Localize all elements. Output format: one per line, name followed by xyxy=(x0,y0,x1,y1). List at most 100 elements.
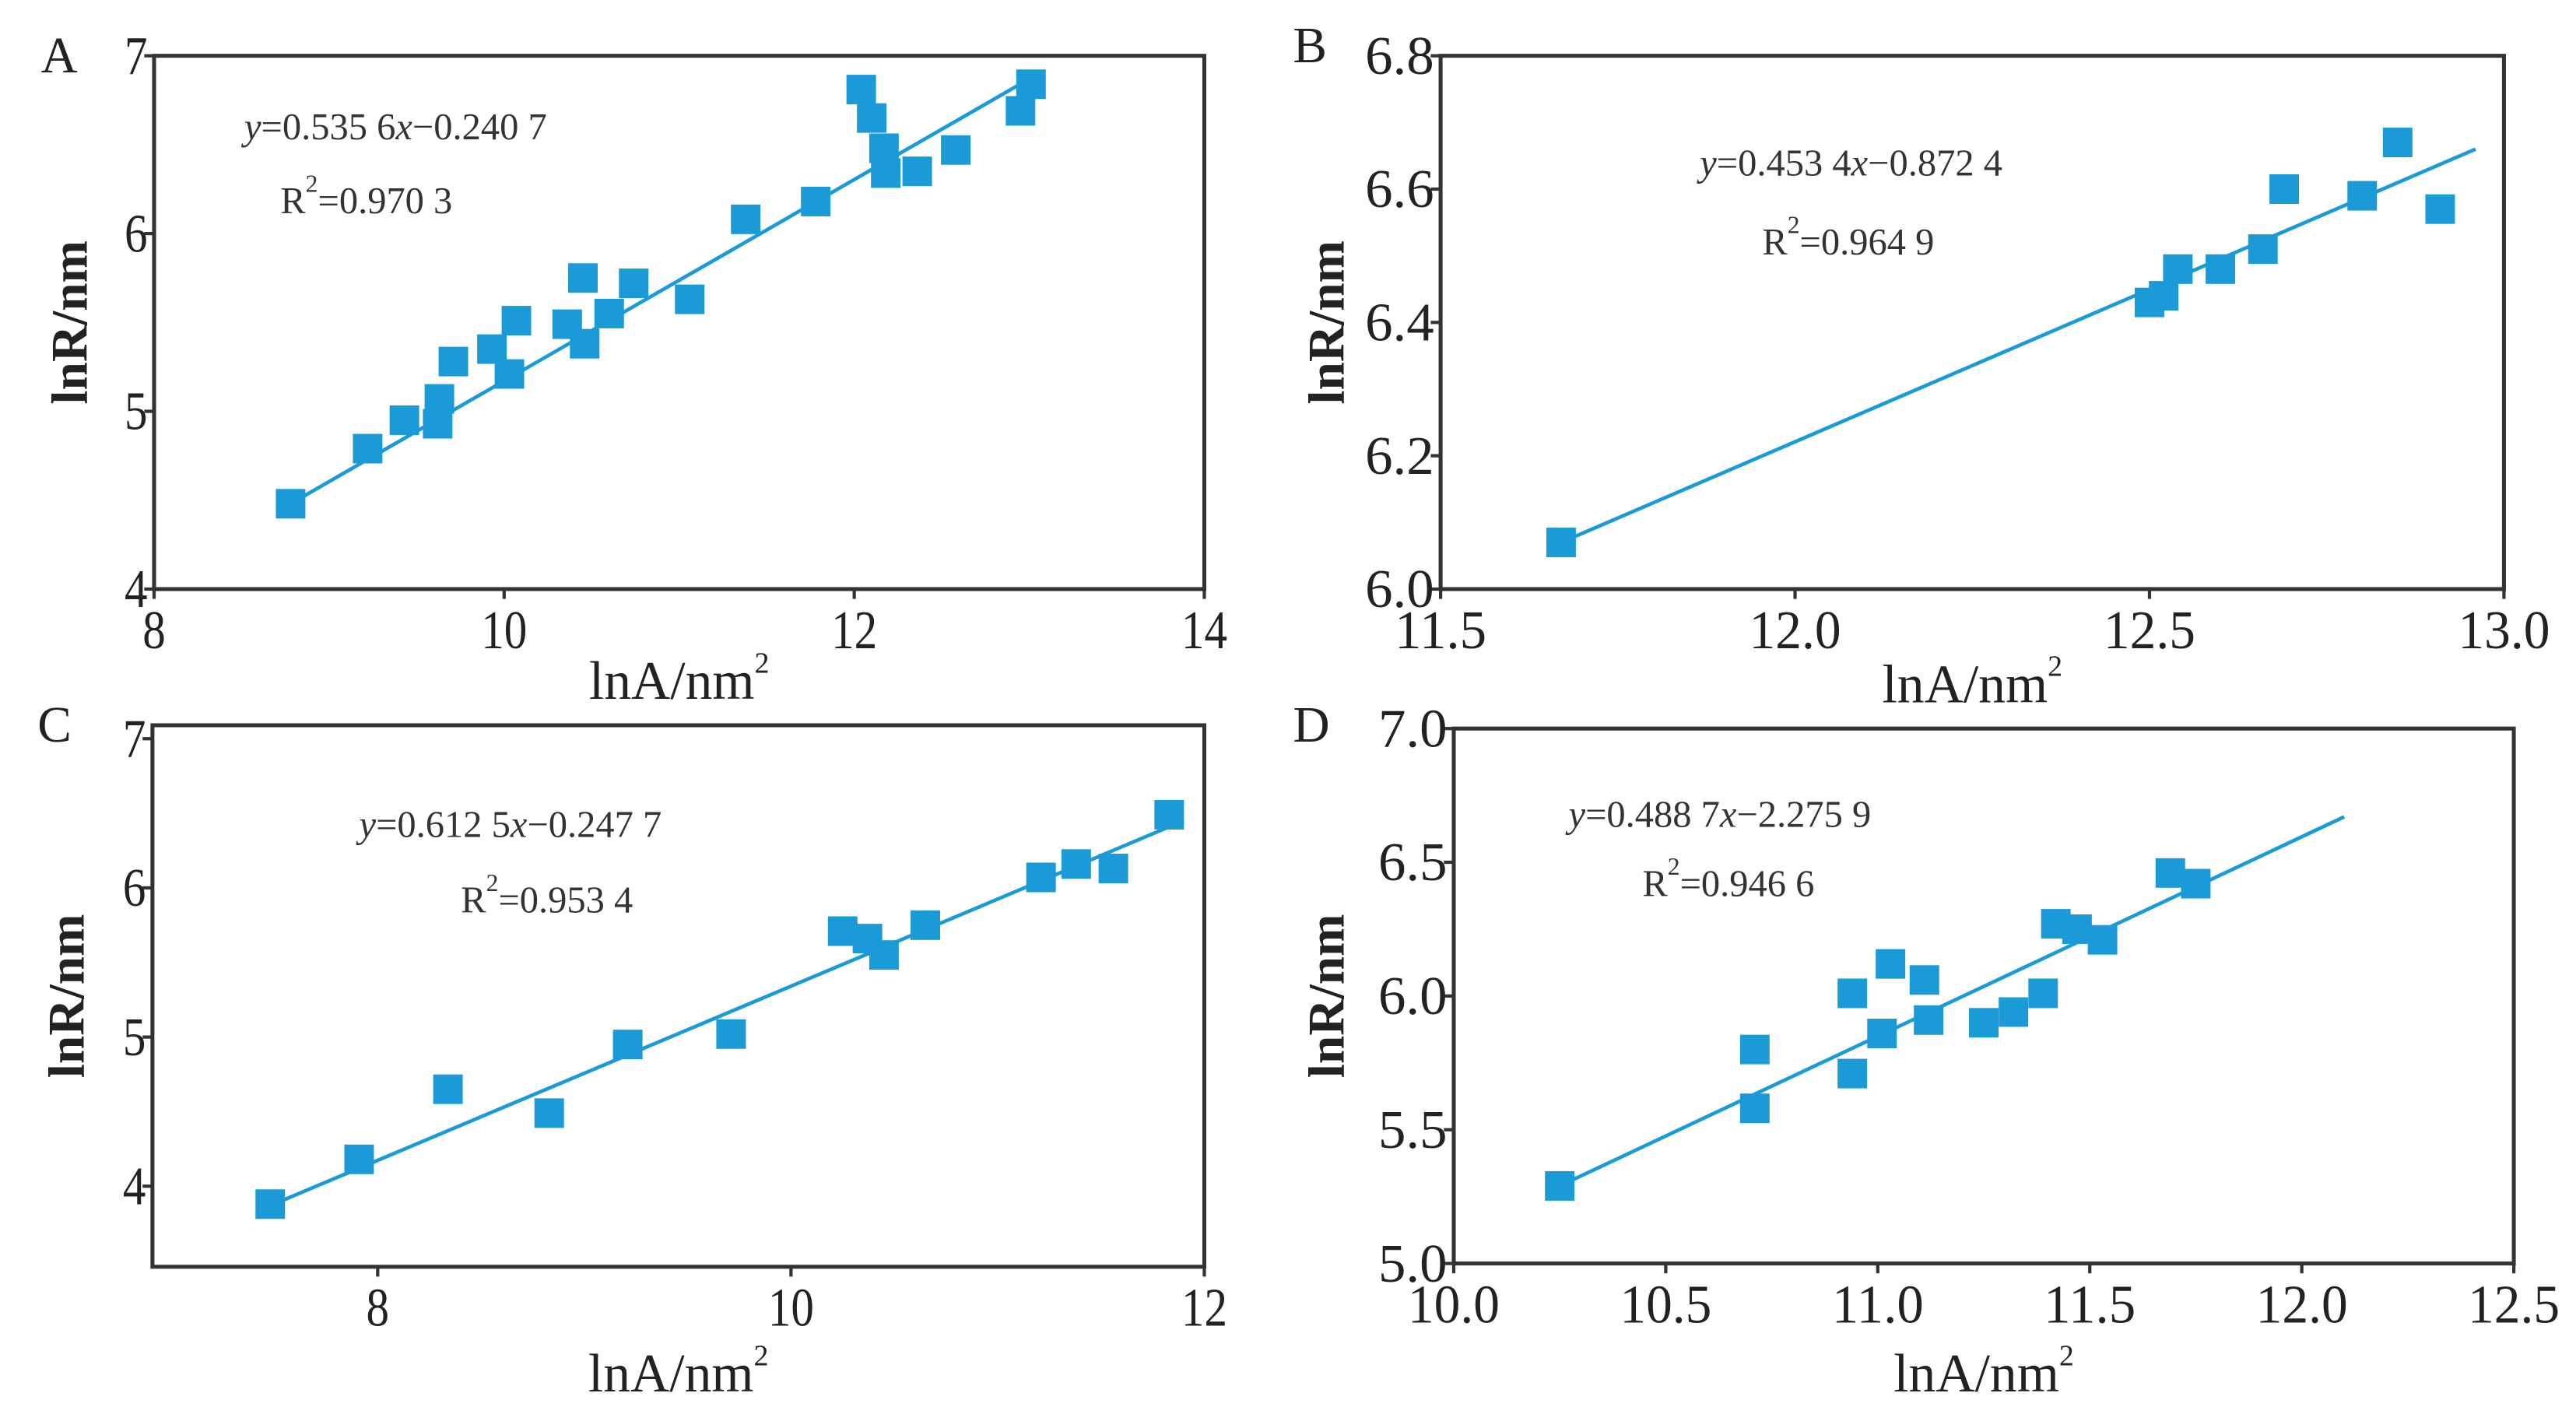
eq-char: 9 xyxy=(1852,795,1871,836)
y-tick-label: 6 xyxy=(123,858,146,918)
eq-char: 4 xyxy=(1984,143,2002,184)
r2-sup: 2 xyxy=(1668,853,1680,880)
regression-equation: y=0.535 6x−0.240 7 xyxy=(240,107,547,148)
data-point xyxy=(1999,997,2029,1027)
x-axis-label-sup: 2 xyxy=(2059,1339,2074,1372)
eq-char xyxy=(483,804,492,845)
eq-char: 4 xyxy=(1832,143,1851,184)
eq-char: 7 xyxy=(1701,795,1720,836)
eq-char: . xyxy=(452,107,462,148)
eq-char: 3 xyxy=(329,107,348,148)
plot-frame xyxy=(152,54,1206,591)
y-tick-label: 6.4 xyxy=(1365,293,1434,353)
y-tick-label: 6.6 xyxy=(1365,160,1434,219)
eq-char: 4 xyxy=(1635,795,1654,836)
data-point xyxy=(1545,1170,1575,1201)
y-tick-label: 6.2 xyxy=(1365,426,1434,486)
panel-letter: C xyxy=(37,697,72,753)
x-tick-label: 12 xyxy=(831,601,877,661)
x-tick-label: 13.0 xyxy=(2458,601,2550,661)
data-point xyxy=(801,187,831,216)
eq-char: 2 xyxy=(462,107,481,148)
y-axis-label: lnR/nm xyxy=(1300,240,1356,405)
eq-char: = xyxy=(1717,143,1738,184)
data-point xyxy=(568,263,598,293)
data-point xyxy=(255,1189,286,1219)
x-axis-label-sup: 2 xyxy=(755,647,770,680)
eq-char xyxy=(518,107,528,148)
eq-char xyxy=(1823,143,1832,184)
y-tick-label: 5.0 xyxy=(1378,1234,1448,1294)
y-tick-label: 5 xyxy=(123,1008,146,1068)
eq-char: 8 xyxy=(1654,795,1672,836)
eq-char: − xyxy=(527,804,548,845)
r2-value: =0.953 4 xyxy=(498,879,633,921)
x-tick-label: 10 xyxy=(481,601,527,661)
r-squared: R2=0.953 4 xyxy=(461,869,633,921)
eq-char: 5 xyxy=(349,107,367,148)
eq-char: y xyxy=(1565,795,1586,836)
x-axis-label-text: lnA/nm xyxy=(1882,654,2048,714)
eq-char: 3 xyxy=(1804,143,1823,184)
y-tick-label: 6.0 xyxy=(1378,967,1448,1026)
x-axis-label: lnA/nm2 xyxy=(589,647,770,712)
data-point xyxy=(941,135,971,165)
data-point xyxy=(501,306,532,336)
y-tick-label: 7 xyxy=(125,26,148,86)
data-point xyxy=(1098,854,1128,883)
data-point xyxy=(1026,862,1056,893)
eq-char: 4 xyxy=(595,804,614,845)
eq-char: 7 xyxy=(643,804,662,845)
data-point xyxy=(731,204,761,234)
x-tick-label: 11.5 xyxy=(1395,601,1486,661)
eq-char: 8 xyxy=(1672,795,1691,836)
data-point xyxy=(675,284,705,314)
x-axis-label: lnA/nm2 xyxy=(1893,1339,2074,1404)
r2-sup: 2 xyxy=(486,869,499,896)
data-point xyxy=(570,328,600,359)
eq-char: 0 xyxy=(1889,143,1907,184)
x-tick-label: 11.0 xyxy=(1832,1275,1924,1335)
data-point xyxy=(869,133,899,163)
y-axis-label: lnR/nm xyxy=(43,240,99,405)
eq-char: . xyxy=(1777,795,1786,836)
data-point xyxy=(1969,1008,1999,1038)
data-point xyxy=(1867,1019,1897,1048)
y-tick-label: 5 xyxy=(125,382,148,442)
eq-char: y xyxy=(240,107,261,148)
y-tick-label: 4 xyxy=(123,1156,146,1216)
eq-char: 0 xyxy=(433,107,452,148)
eq-char: 6 xyxy=(426,804,444,845)
r2-r: R xyxy=(1762,222,1788,263)
r-squared: R2=0.946 6 xyxy=(1642,853,1814,904)
eq-char: y xyxy=(1696,143,1717,184)
data-point xyxy=(1837,978,1868,1009)
x-axis-label-text: lnA/nm xyxy=(589,651,755,711)
eq-char: . xyxy=(1626,795,1635,836)
x-tick-label: 10.5 xyxy=(1620,1275,1711,1335)
data-point xyxy=(2149,281,2179,311)
eq-char: x xyxy=(510,804,528,845)
r2-r: R xyxy=(461,879,486,921)
eq-char: 5 xyxy=(1824,795,1843,836)
panel-letter: B xyxy=(1293,18,1327,74)
data-point xyxy=(275,489,306,519)
eq-char: 2 xyxy=(1758,795,1777,836)
data-point xyxy=(477,334,507,364)
data-point xyxy=(353,433,383,464)
data-point xyxy=(2028,978,2058,1009)
x-tick-label: 12.0 xyxy=(2256,1275,2348,1335)
y-tick-label: 6.8 xyxy=(1365,26,1434,86)
y-tick-label: 6.0 xyxy=(1365,560,1434,619)
data-point xyxy=(1005,96,1036,126)
data-point xyxy=(423,409,453,439)
eq-char: 4 xyxy=(1766,143,1785,184)
eq-char: 7 xyxy=(1936,143,1955,184)
r-squared: R2=0.964 9 xyxy=(1762,211,1934,262)
x-axis-label-text: lnA/nm xyxy=(1893,1344,2059,1404)
eq-char: 0 xyxy=(1606,795,1625,836)
r2-r: R xyxy=(1642,863,1668,904)
